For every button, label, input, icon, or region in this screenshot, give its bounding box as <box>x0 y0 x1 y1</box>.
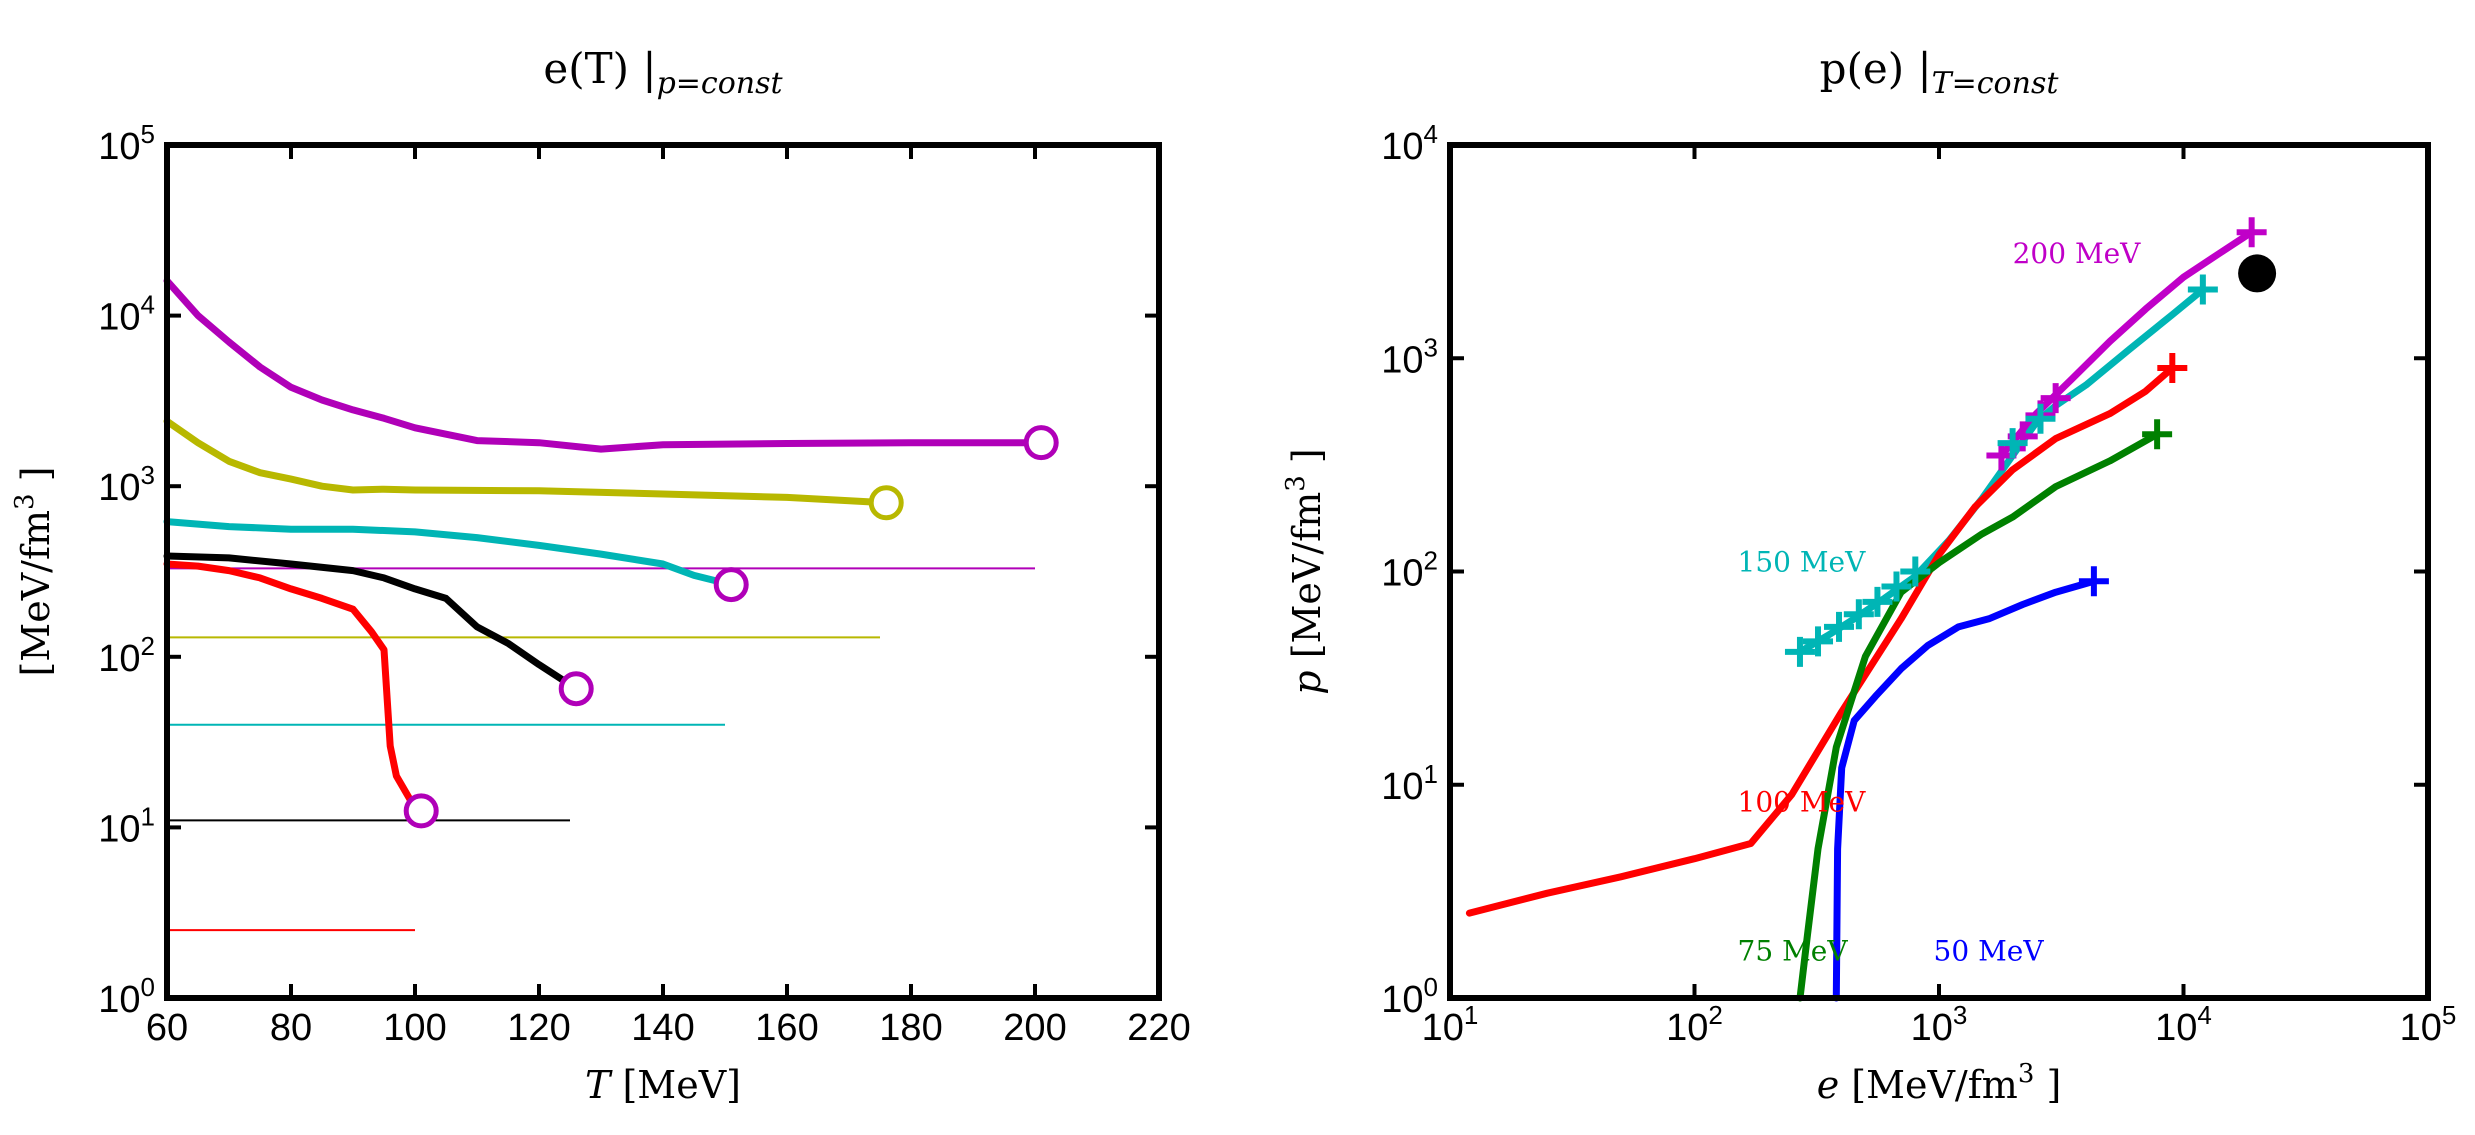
series-line <box>1465 364 2176 917</box>
x-axis-label: T [MeV] <box>585 1063 741 1107</box>
x-tick-label: 180 <box>879 1007 942 1049</box>
series-line <box>1796 286 2207 656</box>
plus-marker <box>1824 611 1855 642</box>
y-tick-label: 103 <box>1381 332 1438 381</box>
plus-marker <box>1843 599 1874 630</box>
series-line <box>163 518 735 589</box>
plus-marker <box>2025 403 2056 434</box>
endpoint-marker <box>403 793 439 829</box>
plus-marker <box>1803 626 1834 657</box>
plus-marker <box>1900 556 1931 587</box>
black-point <box>2238 254 2277 293</box>
ticks: 60 80 100 120 140 160 180 200 220 100 101 102 103 104… <box>98 119 1190 1049</box>
y-axis-label: [MeV/fm3 ] <box>10 466 58 676</box>
x-tick-label: 120 <box>507 1007 570 1049</box>
x-tick-label: 160 <box>755 1007 818 1049</box>
plus-marker <box>1862 586 1893 617</box>
y-tick-label: 102 <box>98 631 155 680</box>
plus-marker <box>2157 353 2188 384</box>
plus-marker <box>2040 383 2071 414</box>
series-label: 150 MeV <box>1738 546 1867 579</box>
plus-marker <box>2142 419 2173 450</box>
plus-marker <box>2187 274 2218 305</box>
x-tick-label: 100 <box>383 1007 446 1049</box>
y-tick-label: 100 <box>1381 972 1438 1021</box>
axes-frame <box>1447 142 2431 1001</box>
chart-title: e(T) |p=const <box>543 44 783 101</box>
series-label: 100 MeV <box>1738 785 1867 818</box>
series-label: 200 MeV <box>2013 237 2142 270</box>
series-line <box>163 277 1045 453</box>
series-line <box>163 560 425 815</box>
y-tick-label: 104 <box>98 290 155 339</box>
x-tick-label: 220 <box>1127 1007 1190 1049</box>
plus-marker <box>2236 217 2267 248</box>
y-tick-label: 101 <box>1381 759 1438 808</box>
x-tick-label: 104 <box>2155 1000 2212 1049</box>
x-tick-label: 102 <box>1666 1000 1723 1049</box>
plus-marker <box>1784 636 1815 667</box>
y-axis-label: p [MeV/fm3 ] <box>1281 448 1329 694</box>
axes-frame <box>164 142 1162 1001</box>
x-tick-label: 80 <box>270 1007 312 1049</box>
y-tick-label: 105 <box>98 119 155 168</box>
x-tick-label: 60 <box>146 1007 188 1049</box>
endpoint-marker <box>558 671 594 707</box>
x-tick-label: 101 <box>1422 1000 1479 1049</box>
x-tick-label: 105 <box>2400 1000 2457 1049</box>
y-tick-label: 103 <box>98 460 155 509</box>
x-tick-label: 103 <box>1911 1000 1968 1049</box>
endpoint-marker <box>1023 425 1059 461</box>
plus-marker <box>1997 428 2028 459</box>
plot-1: 60 80 100 120 140 160 180 200 220 100 101 102 103 104… <box>10 44 1191 1107</box>
series-line <box>163 417 890 507</box>
y-tick-label: 101 <box>98 801 155 850</box>
endpoint-marker <box>713 567 749 603</box>
series-line <box>1832 577 2098 1002</box>
series-label: 50 MeV <box>1934 934 2045 967</box>
y-tick-label: 102 <box>1381 546 1438 595</box>
series-line <box>163 552 580 693</box>
x-axis-label: e [MeV/fm3 ] <box>1817 1059 2062 1107</box>
series-line <box>1796 430 2161 1002</box>
plus-marker <box>1881 571 1912 602</box>
endpoint-marker <box>868 485 904 521</box>
chart-title: p(e) |T=const <box>1820 44 2060 101</box>
y-tick-label: 104 <box>1381 119 1438 168</box>
series-label: 75 MeV <box>1738 934 1849 967</box>
x-tick-label: 140 <box>631 1007 694 1049</box>
x-tick-label: 200 <box>1003 1007 1066 1049</box>
plus-marker <box>2078 566 2109 597</box>
y-tick-label: 100 <box>98 972 155 1021</box>
